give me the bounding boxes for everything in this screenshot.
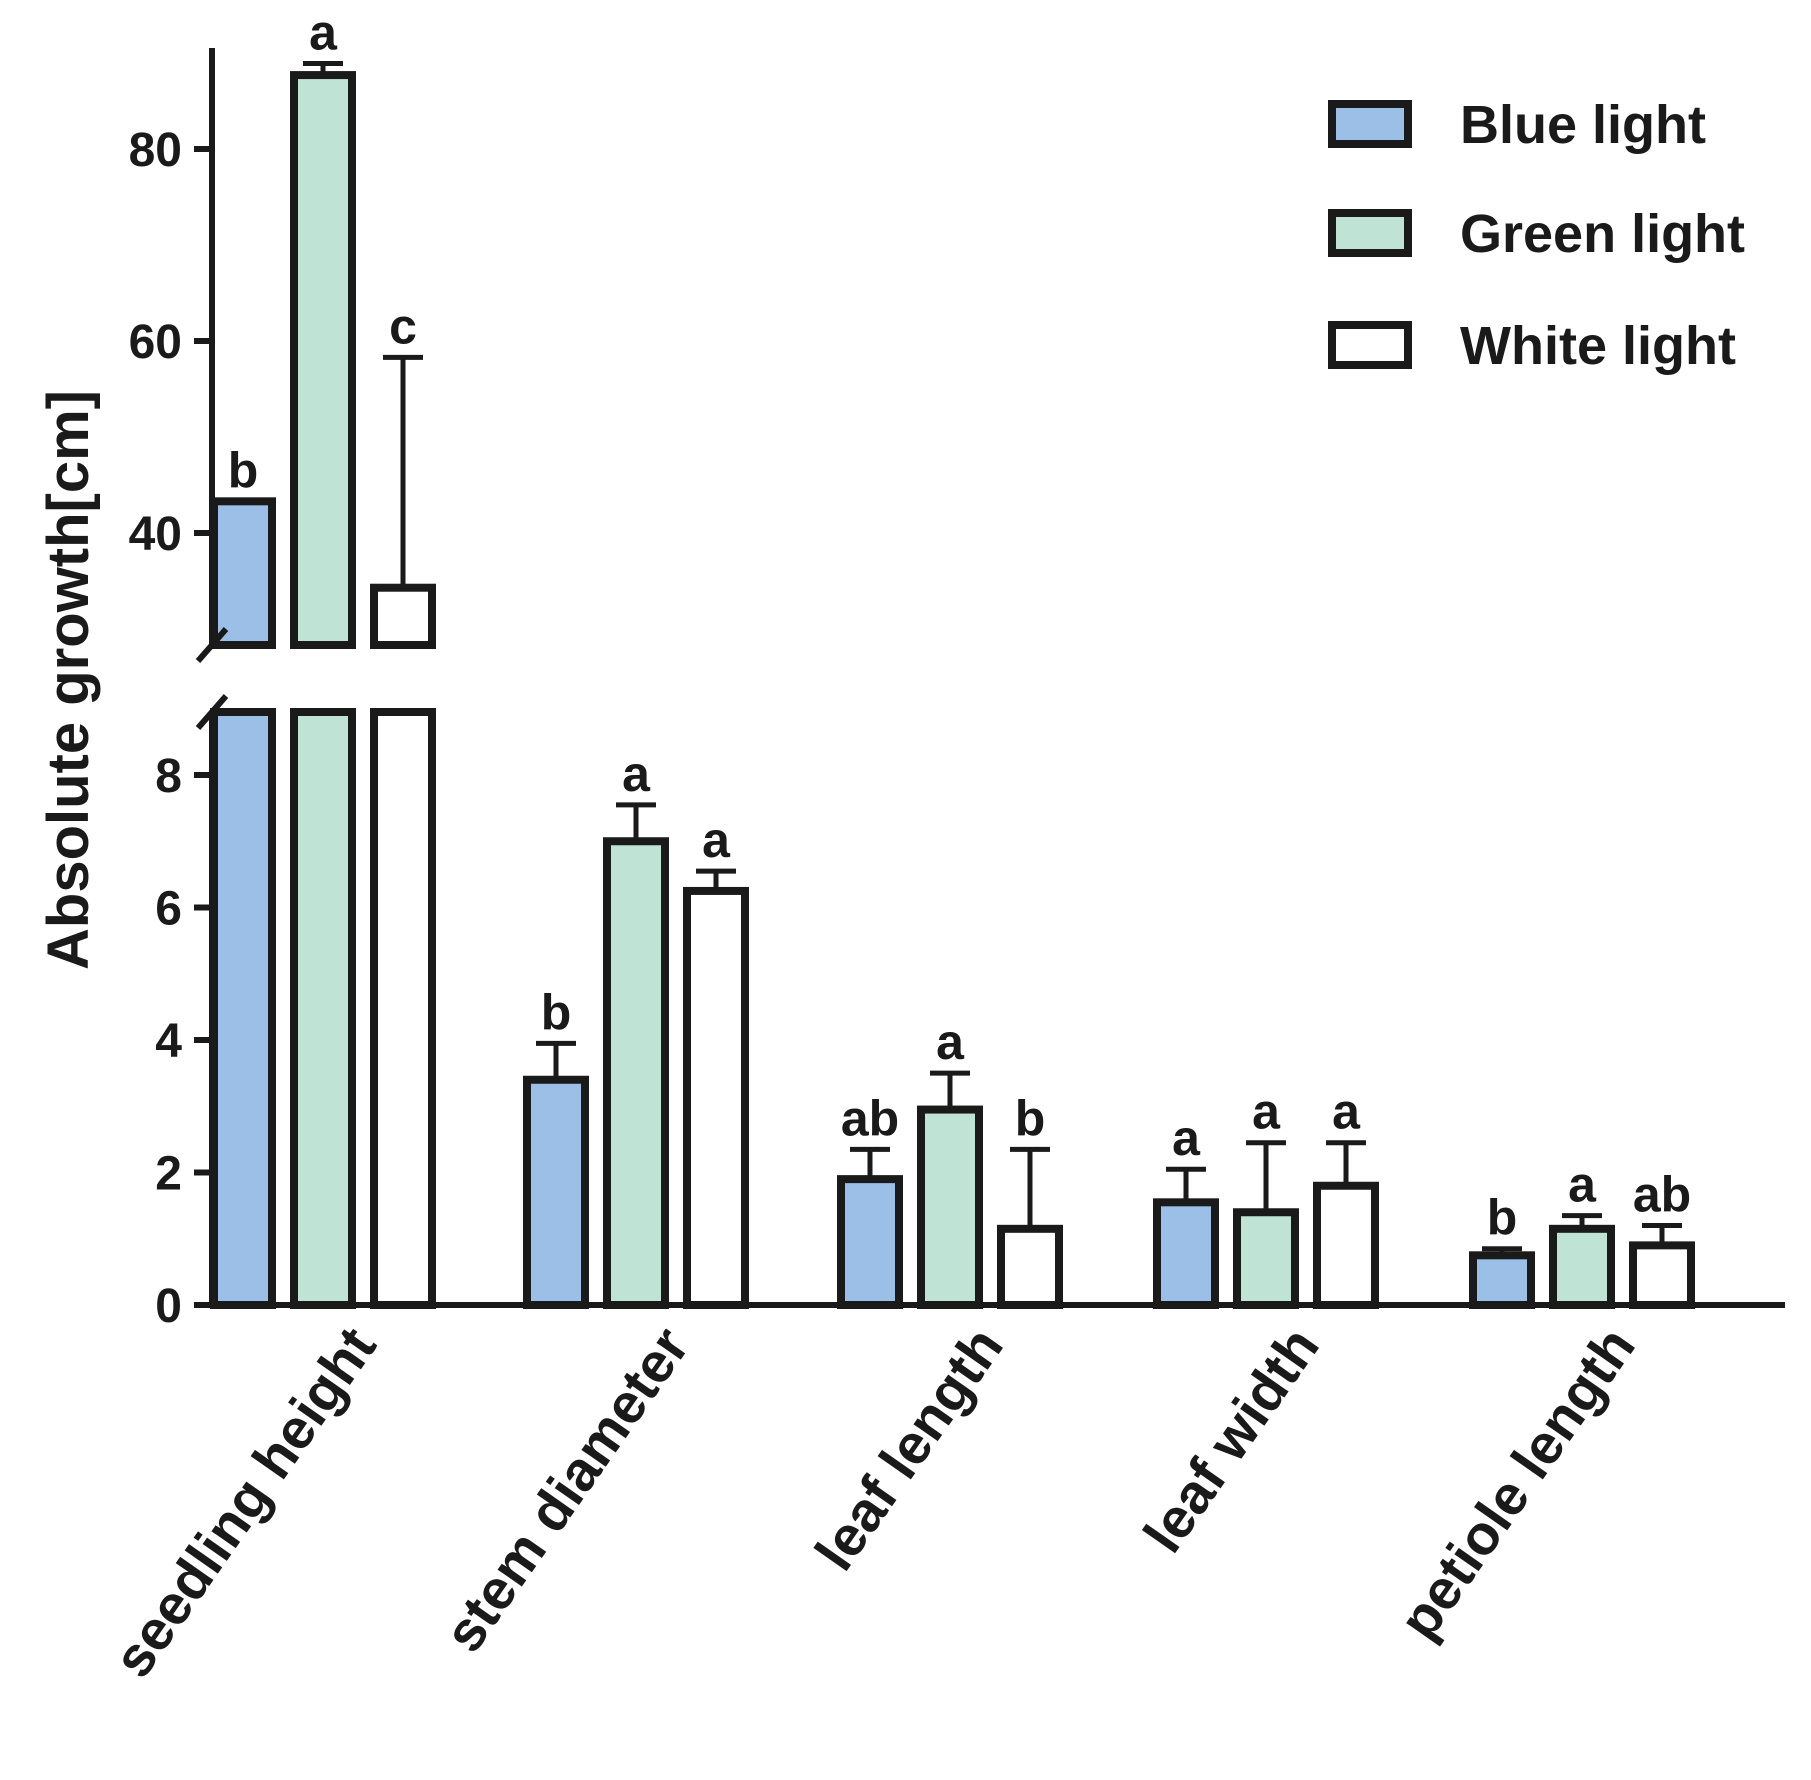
bar-seedling-height-white-light-lower (370, 708, 436, 1309)
bar-leaf-length-green-light (917, 1105, 983, 1309)
bar-stem-diameter-green-light (603, 837, 669, 1309)
y-tick-label-40: 40 (129, 508, 182, 561)
sig-letter-petiole-length-white-light: ab (1633, 1167, 1691, 1223)
bar-seedling-height-green-light-lower (290, 708, 356, 1309)
bar-seedling-height-green-light (290, 71, 356, 649)
bar-leaf-width-white-light (1313, 1181, 1379, 1309)
axis-break-mark-upper (195, 627, 229, 663)
bar-leaf-length-blue-light (837, 1175, 903, 1309)
x-tick-label-petiole-length: petiole length (1386, 1316, 1646, 1650)
y-axis-title: Absolute growth[cm] (36, 390, 101, 970)
sig-letter-leaf-length-white-light: b (1015, 1090, 1046, 1146)
x-tick-label-seedling-height: seedling height (101, 1316, 388, 1689)
sig-letter-stem-diameter-blue-light: b (541, 984, 572, 1040)
bar-stem-diameter-white-light (683, 886, 749, 1309)
bars-layer (208, 61, 1695, 1309)
legend-swatch-green-light (1328, 209, 1412, 257)
sig-letter-leaf-width-white-light: a (1332, 1084, 1361, 1140)
legend-label-white-light: White light (1460, 316, 1736, 376)
bar-break-gap (208, 649, 278, 708)
y-tick-label-2: 2 (155, 1148, 182, 1201)
legend-label-green-light: Green light (1460, 204, 1745, 264)
bar-break-gap (368, 649, 438, 708)
sig-letter-seedling-height-white-light: c (389, 298, 417, 354)
y-tick-label-0: 0 (155, 1280, 182, 1333)
sig-letter-petiole-length-green-light: a (1568, 1157, 1597, 1213)
axis-break-mark-lower (195, 694, 229, 730)
sig-letter-leaf-width-green-light: a (1252, 1084, 1281, 1140)
x-tick-label-leaf-length: leaf length (803, 1316, 1015, 1582)
legend: Blue light Green light White light (1328, 95, 1745, 376)
bar-seedling-height-white-light (370, 583, 436, 649)
y-tick-label-80: 80 (129, 124, 182, 177)
bar-break-gap (288, 649, 358, 708)
sig-letter-petiole-length-blue-light: b (1487, 1190, 1518, 1246)
axes-layer (194, 48, 1785, 1308)
bar-petiole-length-white-light (1629, 1241, 1695, 1309)
legend-swatch-blue-light (1328, 100, 1412, 148)
bar-petiole-length-blue-light (1469, 1251, 1535, 1309)
legend-label-blue-light: Blue light (1460, 95, 1706, 155)
bar-leaf-length-white-light (997, 1224, 1063, 1309)
y-tick-label-4: 4 (155, 1015, 182, 1068)
x-tick-label-leaf-width: leaf width (1131, 1316, 1331, 1564)
y-tick-label-60: 60 (129, 316, 182, 369)
bar-petiole-length-green-light (1549, 1224, 1615, 1309)
bar-seedling-height-blue-light (210, 497, 276, 649)
sig-letter-leaf-width-blue-light: a (1172, 1110, 1201, 1166)
legend-swatch-white-light (1328, 321, 1412, 369)
y-tick-label-6: 6 (155, 883, 182, 936)
sig-letter-leaf-length-blue-light: ab (841, 1090, 899, 1146)
bar-stem-diameter-blue-light (523, 1075, 589, 1309)
y-tick-label-8: 8 (155, 750, 182, 803)
sig-letter-leaf-length-green-light: a (936, 1014, 965, 1070)
bar-leaf-width-green-light (1233, 1208, 1299, 1309)
sig-letter-seedling-height-green-light: a (309, 5, 338, 61)
x-tick-label-stem-diameter: stem diameter (431, 1316, 700, 1663)
bar-seedling-height-blue-light-lower (210, 708, 276, 1309)
sig-letter-seedling-height-blue-light: b (228, 442, 259, 498)
bar-leaf-width-blue-light (1153, 1198, 1219, 1309)
sig-letter-stem-diameter-green-light: a (622, 746, 651, 802)
sig-letter-stem-diameter-white-light: a (702, 812, 731, 868)
